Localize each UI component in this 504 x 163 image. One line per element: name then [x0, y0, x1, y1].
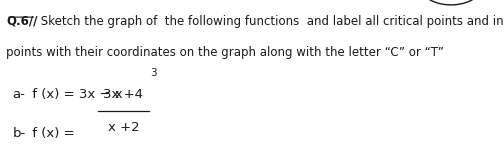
Text: 3: 3 [150, 68, 157, 78]
Text: points with their coordinates on the graph along with the letter “C” or “T”: points with their coordinates on the gra… [6, 46, 444, 59]
Text: Q.6//: Q.6// [6, 15, 37, 28]
Text: f (x) =: f (x) = [28, 127, 75, 140]
Text: x +2: x +2 [108, 121, 139, 134]
Text: b-: b- [13, 127, 26, 140]
Text: 3x +4: 3x +4 [103, 88, 144, 101]
Text: a-: a- [13, 88, 26, 101]
Text: Sketch the graph of  the following functions  and label all critical points and : Sketch the graph of the following functi… [37, 15, 504, 28]
Text: f (x) = 3x − x: f (x) = 3x − x [28, 88, 122, 101]
